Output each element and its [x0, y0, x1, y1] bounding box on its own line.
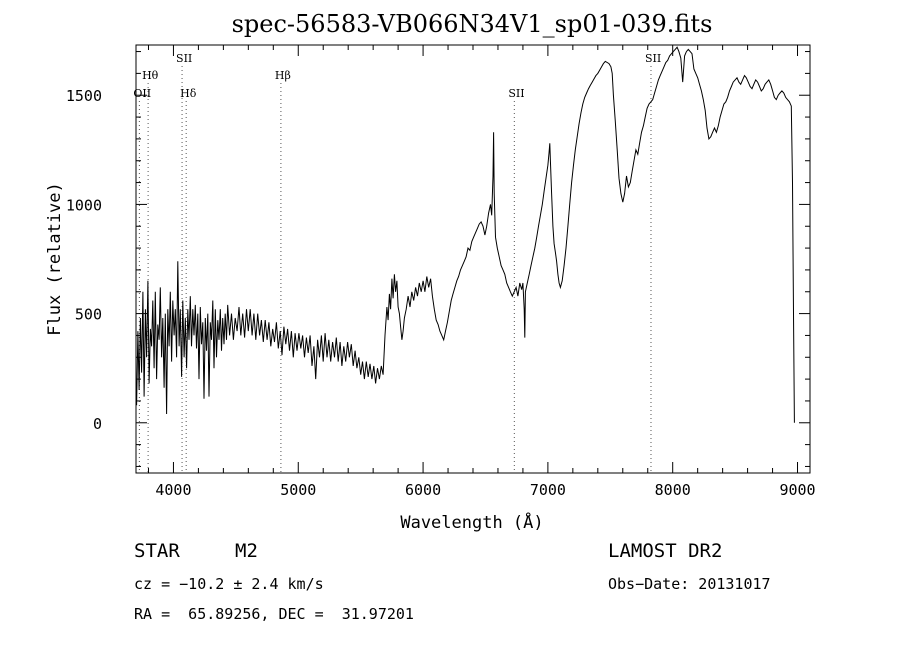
y-tick-label: 500	[75, 306, 102, 324]
line-marker-label: Hβ	[275, 69, 291, 82]
plot-frame	[135, 44, 811, 474]
spectrum-series-line	[136, 46, 795, 423]
redshift-velocity: cz = −10.2 ± 2.4 km/s	[134, 575, 324, 593]
y-tick-label: 0	[93, 415, 102, 433]
x-tick-label: 5000	[280, 481, 316, 499]
object-subclass: M2	[235, 540, 258, 562]
coordinates: RA = 65.89256, DEC = 31.97201	[134, 605, 414, 623]
y-axis-label: Flux (relative)	[45, 182, 65, 336]
axis-ticks: 4000 5000 6000 7000 8000 9000 0 500 1000 1500	[66, 45, 816, 499]
line-marker-label: Hθ	[142, 69, 159, 82]
observation-date: Obs−Date: 20131017	[608, 575, 771, 593]
line-marker-label: OII	[133, 87, 151, 100]
x-axis-label: Wavelength (Å)	[400, 511, 543, 533]
line-marker-label: SII	[176, 52, 192, 65]
x-tick-label: 7000	[530, 481, 566, 499]
survey-label: LAMOST DR2	[608, 540, 723, 562]
x-tick-label: 6000	[405, 481, 441, 499]
object-class: STAR	[134, 540, 180, 562]
chart-title: spec-56583-VB066N34V1_sp01-039.fits	[232, 10, 713, 38]
line-marker-label: SII	[645, 52, 661, 65]
spectral-line-markers: OII Hθ SII Hδ Hβ SII SII	[133, 52, 661, 473]
x-tick-label: 8000	[655, 481, 691, 499]
x-tick-label: 9000	[779, 481, 815, 499]
y-tick-label: 1000	[66, 196, 102, 214]
line-marker-label: Hδ	[180, 87, 197, 100]
line-marker-label: SII	[508, 87, 524, 100]
x-tick-label: 4000	[155, 481, 191, 499]
y-tick-label: 1500	[66, 87, 102, 105]
